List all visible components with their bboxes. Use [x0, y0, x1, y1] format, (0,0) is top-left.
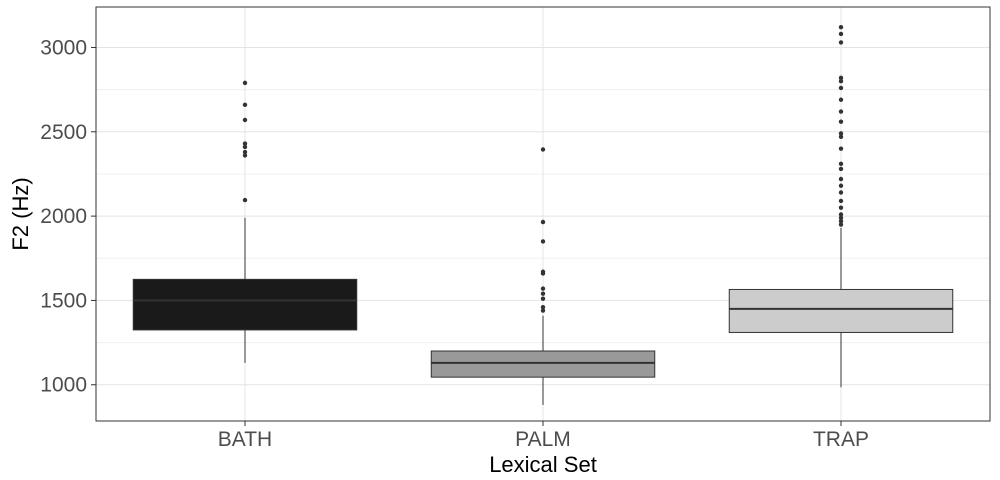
x-axis: BATH PALM TRAP: [218, 421, 869, 451]
outlier-point: [540, 269, 546, 274]
outlier-point: [838, 215, 844, 220]
outlier-point: [838, 146, 844, 151]
outlier-point: [838, 31, 844, 37]
y-axis-title: F2 (Hz): [8, 177, 33, 250]
outlier-point: [242, 102, 248, 108]
outlier-point: [838, 183, 844, 188]
outlier-point: [540, 219, 546, 225]
outlier-point: [838, 78, 844, 84]
outlier-point: [540, 286, 546, 291]
outlier-point: [242, 153, 248, 158]
outlier-point: [540, 304, 546, 310]
box-series: [132, 25, 954, 405]
outlier-point: [540, 291, 546, 296]
outlier-point: [838, 25, 844, 30]
outlier-point: [242, 117, 248, 123]
outlier-point: [838, 212, 844, 217]
outlier-point: [838, 176, 844, 182]
outlier-point: [242, 144, 248, 150]
outlier-point: [540, 296, 546, 301]
box-group-palm: [430, 147, 656, 405]
outlier-point: [242, 149, 248, 155]
outlier-point: [540, 239, 546, 244]
y-tick-label: 2000: [40, 205, 87, 228]
outlier-point: [242, 197, 248, 203]
outlier-point: [838, 97, 844, 102]
outlier-point: [838, 131, 844, 136]
outlier-point: [838, 119, 844, 124]
outlier-point: [242, 141, 248, 146]
y-tick-label: 1000: [40, 374, 87, 397]
box-group-trap: [728, 25, 954, 388]
box-iqr: [132, 278, 358, 331]
outlier-point: [540, 147, 546, 152]
x-tick-label: TRAP: [813, 428, 869, 451]
box-iqr: [430, 350, 656, 378]
outlier-point: [838, 85, 844, 91]
outlier-point: [540, 308, 546, 313]
outlier-point: [838, 166, 844, 172]
y-tick-label: 1500: [40, 289, 87, 312]
outlier-point: [838, 198, 844, 204]
outlier-point: [838, 40, 844, 45]
x-tick-label: PALM: [515, 428, 571, 451]
box-iqr: [728, 288, 954, 333]
y-tick-label: 2500: [40, 121, 87, 144]
y-tick-label: 3000: [40, 36, 87, 59]
outlier-point: [838, 161, 844, 167]
outlier-point: [838, 75, 844, 81]
outlier-point: [838, 134, 844, 140]
x-axis-title: Lexical Set: [489, 452, 597, 477]
outlier-point: [838, 205, 844, 210]
y-axis: 1000 1500 2000 2500 3000: [40, 36, 96, 397]
outlier-point: [838, 218, 844, 224]
box-group-bath: [132, 80, 358, 363]
outlier-point: [838, 109, 844, 114]
outlier-point: [838, 222, 844, 227]
x-tick-label: BATH: [218, 428, 272, 451]
outlier-point: [838, 190, 844, 195]
outlier-point: [242, 80, 248, 86]
